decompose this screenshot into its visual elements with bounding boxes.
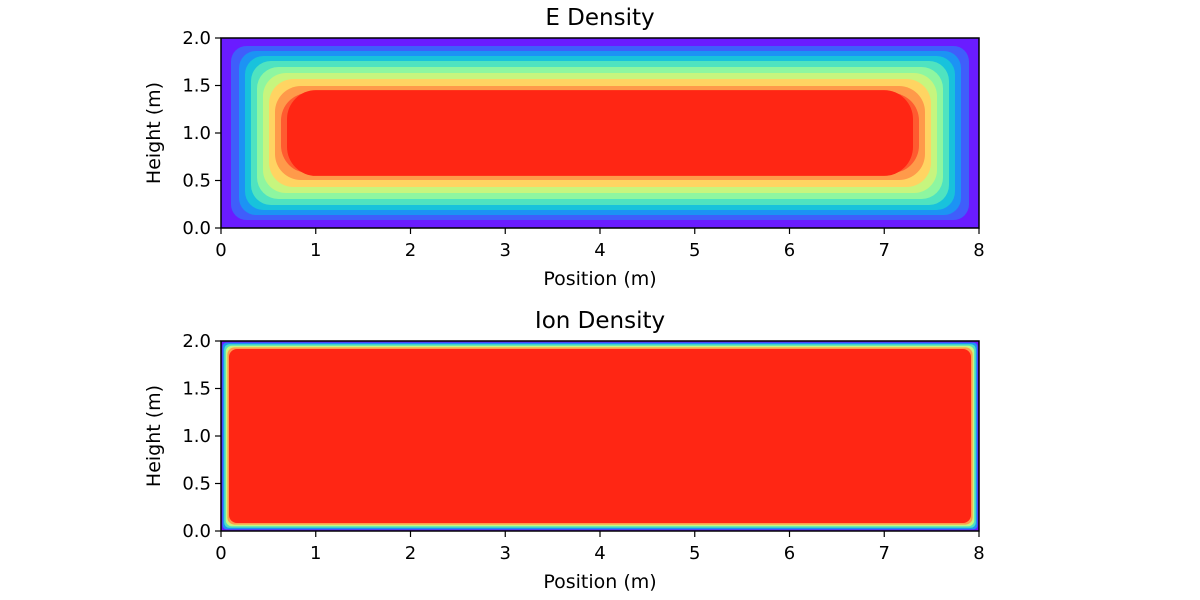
e-density-panel: E Density 0 1 2 3 4 5 6 7 8 0.0 0.5 1.0 1.5 2.0 Posi…	[143, 5, 985, 290]
ion-density-x-tick-label: 4	[594, 543, 605, 564]
e-density-x-tick-label: 2	[405, 240, 416, 261]
ion-density-x-tick-label: 5	[689, 543, 700, 564]
ion-density-x-tick-label: 0	[215, 543, 226, 564]
e-density-x-tick-label: 4	[594, 240, 605, 261]
ion-density-y-tick-label: 0.5	[182, 474, 211, 495]
ion-density-band	[229, 349, 971, 523]
e-density-x-tick-label: 8	[973, 240, 984, 261]
ion-density-title: Ion Density	[535, 308, 665, 334]
ion-density-y-tick-label: 0.0	[182, 521, 211, 542]
e-density-x-tick-label: 5	[689, 240, 700, 261]
e-density-x-tick-label: 6	[784, 240, 795, 261]
ion-density-x-tick-label: 1	[310, 543, 321, 564]
ion-density-y-tick-label: 1.0	[182, 426, 211, 447]
e-density-x-tick-label: 7	[879, 240, 890, 261]
e-density-contours	[221, 38, 979, 228]
e-density-y-ticks: 0.0 0.5 1.0 1.5 2.0	[182, 28, 221, 239]
e-density-contour-band	[287, 90, 913, 176]
ion-density-y-ticks: 0.0 0.5 1.0 1.5 2.0	[182, 331, 221, 542]
e-density-title: E Density	[545, 5, 654, 31]
ion-density-x-tick-label: 3	[500, 543, 511, 564]
e-density-y-tick-label: 0.0	[182, 218, 211, 239]
e-density-y-tick-label: 0.5	[182, 171, 211, 192]
e-density-x-ticks: 0 1 2 3 4 5 6 7 8	[215, 228, 985, 261]
e-density-x-tick-label: 0	[215, 240, 226, 261]
e-density-y-tick-label: 2.0	[182, 28, 211, 49]
e-density-x-tick-label: 1	[310, 240, 321, 261]
e-density-x-tick-label: 3	[500, 240, 511, 261]
ion-density-x-ticks: 0 1 2 3 4 5 6 7 8	[215, 531, 985, 564]
ion-density-panel: Ion Density 0 1 2 3 4 5 6 7 8 0.0 0.5 1.0 1.5 2.0 Po…	[143, 308, 985, 593]
e-density-ylabel: Height (m)	[143, 82, 165, 184]
e-density-y-tick-label: 1.5	[182, 76, 211, 97]
ion-density-y-tick-label: 1.5	[182, 379, 211, 400]
ion-density-x-tick-label: 7	[879, 543, 890, 564]
ion-density-xlabel: Position (m)	[543, 571, 656, 593]
ion-density-ylabel: Height (m)	[143, 385, 165, 487]
e-density-y-tick-label: 1.0	[182, 123, 211, 144]
ion-density-x-tick-label: 8	[973, 543, 984, 564]
ion-density-y-tick-label: 2.0	[182, 331, 211, 352]
ion-density-x-tick-label: 2	[405, 543, 416, 564]
ion-density-x-tick-label: 6	[784, 543, 795, 564]
ion-density-field	[221, 341, 979, 531]
e-density-xlabel: Position (m)	[543, 268, 656, 290]
